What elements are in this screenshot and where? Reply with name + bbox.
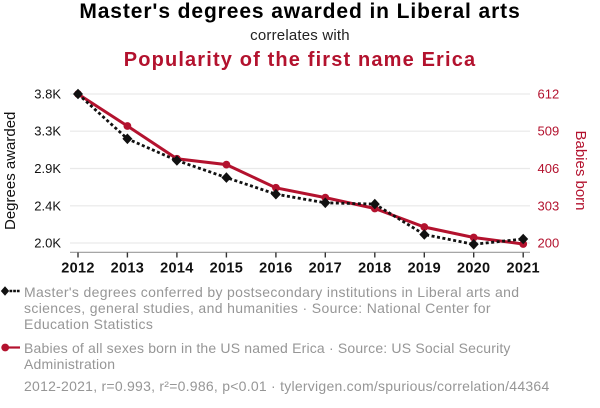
- svg-text:2012: 2012: [61, 261, 94, 277]
- svg-text:2020: 2020: [457, 261, 490, 277]
- svg-text:509: 509: [538, 124, 560, 139]
- svg-text:2.9K: 2.9K: [34, 161, 61, 176]
- svg-text:2019: 2019: [408, 261, 441, 277]
- svg-text:2013: 2013: [111, 261, 144, 277]
- svg-text:2018: 2018: [358, 261, 391, 277]
- svg-text:2016: 2016: [259, 261, 292, 277]
- svg-text:2.4K: 2.4K: [34, 198, 61, 213]
- svg-text:Degrees awarded: Degrees awarded: [2, 112, 19, 230]
- svg-text:2021: 2021: [506, 261, 539, 277]
- svg-text:2.0K: 2.0K: [34, 236, 61, 251]
- svg-text:Babies born: Babies born: [572, 130, 589, 210]
- svg-text:612: 612: [538, 87, 560, 102]
- svg-text:303: 303: [538, 198, 560, 213]
- svg-text:3.8K: 3.8K: [34, 87, 61, 102]
- svg-text:200: 200: [538, 236, 560, 251]
- svg-text:406: 406: [538, 161, 560, 176]
- svg-text:2014: 2014: [160, 261, 193, 277]
- svg-text:2017: 2017: [309, 261, 342, 277]
- svg-text:2015: 2015: [210, 261, 243, 277]
- svg-text:3.3K: 3.3K: [34, 124, 61, 139]
